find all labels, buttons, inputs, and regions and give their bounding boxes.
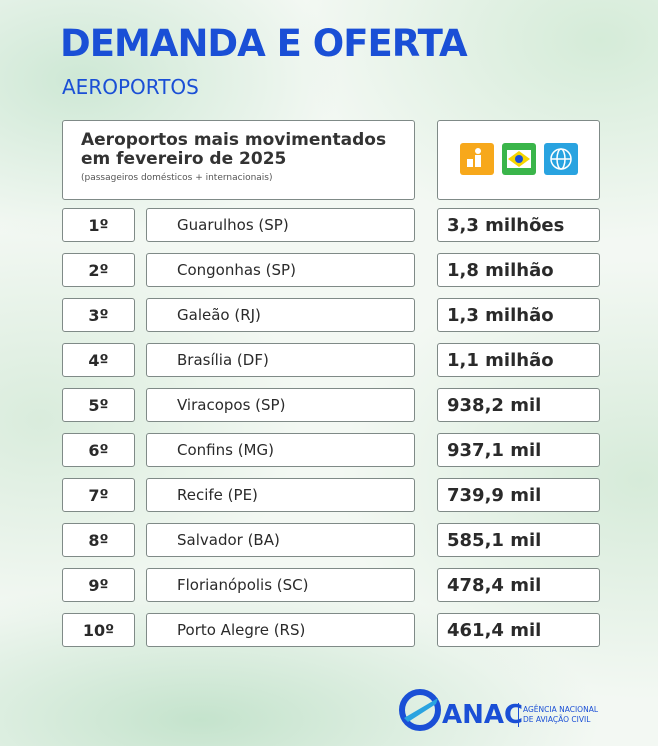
passengers: 461,4 mil [437, 613, 600, 647]
passengers: 1,1 milhão [437, 343, 600, 377]
passengers: 478,4 mil [437, 568, 600, 602]
table-title-line: Aeroportos mais movimentados [81, 130, 387, 150]
rank: 2º [62, 253, 135, 287]
airport: Florianópolis (SC) [146, 568, 415, 602]
rank: 1º [62, 208, 135, 242]
anac-symbol [399, 689, 441, 731]
title: DEMANDA E OFERTA [60, 22, 468, 65]
airport: Porto Alegre (RS) [146, 613, 415, 647]
passengers: 938,2 mil [437, 388, 600, 422]
passengers: 1,3 milhão [437, 298, 600, 332]
airport: Guarulhos (SP) [146, 208, 415, 242]
agency-name: AGÊNCIA NACIONAL DE AVIAÇÃO CIVIL [523, 705, 598, 725]
icon-box [437, 120, 600, 200]
airport: Viracopos (SP) [146, 388, 415, 422]
airport: Galeão (RJ) [146, 298, 415, 332]
passengers: 3,3 milhões [437, 208, 600, 242]
agency-line: AGÊNCIA NACIONAL [523, 705, 599, 714]
airport: Confins (MG) [146, 433, 415, 467]
airport: Recife (PE) [146, 478, 415, 512]
agency-line: DE AVIAÇÃO CIVIL [523, 715, 591, 724]
passengers: 739,9 mil [437, 478, 600, 512]
logo-text: ANAC [442, 700, 524, 730]
airport: Salvador (BA) [146, 523, 415, 557]
rank: 10º [62, 613, 135, 647]
passengers: 937,1 mil [437, 433, 600, 467]
airport: Congonhas (SP) [146, 253, 415, 287]
rank: 8º [62, 523, 135, 557]
table-note: (passageiros domésticos + internacionais… [81, 173, 273, 183]
rank: 6º [62, 433, 135, 467]
airport: Brasília (DF) [146, 343, 415, 377]
passengers: 585,1 mil [437, 523, 600, 557]
rank: 9º [62, 568, 135, 602]
rank: 3º [62, 298, 135, 332]
subtitle: AEROPORTOS [62, 75, 199, 99]
rank: 7º [62, 478, 135, 512]
rank: 5º [62, 388, 135, 422]
rank: 4º [62, 343, 135, 377]
icons [460, 143, 578, 175]
table-header: Aeroportos mais movimentados em fevereir… [62, 120, 415, 200]
table-title-line: em fevereiro de 2025 [81, 149, 287, 169]
passengers: 1,8 milhão [437, 253, 600, 287]
